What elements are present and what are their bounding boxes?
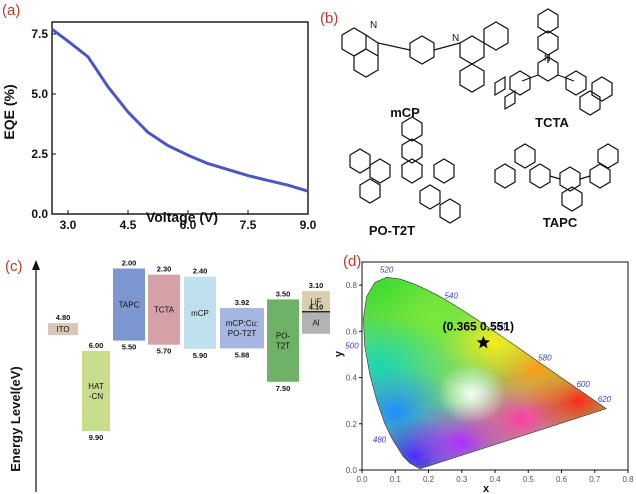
level-name-tcta: TCTA xyxy=(154,306,175,315)
cie-point-label: (0.365 0.551) xyxy=(443,320,514,334)
chart-a-ylabel: EQE (%) xyxy=(1,84,17,139)
level-bottom-label: 7.50 xyxy=(276,384,291,393)
level-bar-mcp-cu-po-t2t xyxy=(220,308,264,349)
level-bar-ito xyxy=(48,323,78,336)
wavelength-label: 520 xyxy=(380,265,394,274)
level-name-po-t2t: PO- xyxy=(276,332,291,341)
wavelength-label: 620 xyxy=(598,395,612,404)
level-bottom-label: 5.88 xyxy=(235,350,250,359)
chart-a-ytick-label: 5.0 xyxy=(31,87,48,101)
tapc-label: TAPC xyxy=(543,215,578,230)
eqe-series-line xyxy=(51,28,309,193)
level-top-label: 2.40 xyxy=(193,267,208,276)
level-bottom-label: 5.50 xyxy=(122,343,137,352)
mcp-structure xyxy=(341,21,509,93)
level-bottom-label: 9.90 xyxy=(89,433,104,442)
mcp-label: mCP xyxy=(390,105,420,120)
chart-d-xtick-label: 0.5 xyxy=(523,475,535,484)
level-top-label: 2.30 xyxy=(157,265,172,274)
chart-a-ytick-label: 2.5 xyxy=(31,147,48,161)
level-bar-al xyxy=(302,311,330,334)
chart-d-xlabel: x xyxy=(483,483,490,494)
level-name-ito: ITO xyxy=(56,325,69,334)
level-bar-tcta xyxy=(148,274,180,345)
tcta-structure xyxy=(494,8,613,116)
svg-text:N: N xyxy=(544,53,551,63)
pot2t-structure xyxy=(349,116,461,224)
chart-d-ylabel: y xyxy=(336,350,345,357)
chart-a-ytick-label: 0.0 xyxy=(31,207,48,221)
panel-label-c: (c) xyxy=(5,258,23,275)
chart-d-xtick-label: 0.3 xyxy=(456,475,468,484)
level-top-label: 4.80 xyxy=(56,313,71,322)
chart-a-xtick-label: 9.0 xyxy=(300,218,317,232)
chart-d-xtick-label: 0.6 xyxy=(556,475,568,484)
level-bar-tapc xyxy=(113,268,145,341)
energy-axis-arrow xyxy=(32,260,40,270)
molecule-structures: N N mCP N TCTA PO-T2T xyxy=(341,8,619,238)
wavelength-label: 460 xyxy=(416,459,430,468)
level-name-mcp-cu-po-t2t: mCP:Cu: xyxy=(226,319,258,328)
panel-label-d: (d) xyxy=(343,253,362,270)
wavelength-label: 480 xyxy=(373,435,387,444)
chart-d-xtick-label: 0.2 xyxy=(423,475,435,484)
level-top-label: 3.50 xyxy=(276,289,291,298)
level-name-mcp: mCP xyxy=(191,309,209,318)
level-bar-po-t2t xyxy=(267,299,299,382)
level-bar-hat-cn xyxy=(82,350,110,432)
chart-d-ytick-label: 0.2 xyxy=(346,420,358,429)
eqe-voltage-chart: 3.0 4.5 6.0 7.5 9.00.02.55.07.5 Voltage (V) … xyxy=(1,21,317,232)
panel-label-a: (a) xyxy=(2,2,21,19)
chart-a-xtick-label: 7.5 xyxy=(240,218,257,232)
level-top-label: 4.10 xyxy=(309,303,324,312)
level-top-label: 3.10 xyxy=(309,281,324,290)
chart-d-ytick-label: 0.0 xyxy=(346,466,358,475)
chart-a-xlabel: Voltage (V) xyxy=(146,209,218,225)
chart-d-xtick-label: 0.4 xyxy=(489,475,501,484)
chart-a-xtick-label: 3.0 xyxy=(60,218,77,232)
level-name-lif: LiF xyxy=(310,297,321,306)
level-name-al: Al xyxy=(312,319,319,328)
level-name-hat-cn: -CN xyxy=(89,392,103,401)
cie-diagram: 0.0 0.1 0.2 0.3 0.4 0.5 0.6 0.7 0.8 0.0 0.2 0.4 0.6 0… xyxy=(336,261,634,494)
tcta-label: TCTA xyxy=(535,115,569,130)
wavelength-label: 500 xyxy=(345,342,359,351)
pot2t-label: PO-T2T xyxy=(369,223,415,238)
energy-level-diagram: Energy Level(eV) ITO 4.80 HAT-CN 6.00 9.90 TA… xyxy=(8,258,330,492)
chart-a-frame xyxy=(51,21,309,215)
level-name-po-t2t: T2T xyxy=(276,342,290,351)
cie-point-star xyxy=(476,335,490,349)
chart-a-xtick-label: 4.5 xyxy=(120,218,137,232)
level-name-tapc: TAPC xyxy=(119,301,140,310)
level-top-label: 3.92 xyxy=(235,298,250,307)
chart-a-ytick-label: 7.5 xyxy=(31,27,48,41)
tapc-structure xyxy=(494,143,619,212)
panel-label-b: (b) xyxy=(320,10,339,27)
cie-white-point xyxy=(437,363,506,424)
level-bottom-label: 5.70 xyxy=(157,347,172,356)
chart-d-ytick-label: 0.6 xyxy=(346,327,358,336)
level-bar-mcp xyxy=(184,276,216,349)
wavelength-label: 600 xyxy=(576,380,590,389)
chart-d-xtick-label: 0.7 xyxy=(589,475,601,484)
chart-c-ylabel: Energy Level(eV) xyxy=(8,366,23,472)
wavelength-label: 580 xyxy=(538,353,552,362)
chart-d-ytick-label: 0.8 xyxy=(346,281,358,290)
cie-locus-outline xyxy=(362,276,607,470)
chart-d-xtick-label: 0.1 xyxy=(390,475,402,484)
level-top-label: 2.00 xyxy=(122,258,137,267)
svg-text:N: N xyxy=(452,33,459,44)
chart-d-xtick-label: 0.0 xyxy=(356,475,368,484)
level-bar-lif xyxy=(302,291,330,312)
svg-text:N: N xyxy=(370,20,377,31)
level-name-hat-cn: HAT xyxy=(88,382,104,391)
chart-d-ytick-label: 0.4 xyxy=(346,374,358,383)
chart-d-xtick-label: 0.8 xyxy=(622,475,634,484)
level-top-label: 6.00 xyxy=(89,341,104,350)
wavelength-label: 560 xyxy=(492,322,506,331)
level-name-mcp-cu-po-t2t: PO-T2T xyxy=(228,329,257,338)
wavelength-label: 540 xyxy=(444,292,458,301)
level-bottom-label: 5.90 xyxy=(193,351,208,360)
chart-a-xtick-label: 6.0 xyxy=(180,218,197,232)
